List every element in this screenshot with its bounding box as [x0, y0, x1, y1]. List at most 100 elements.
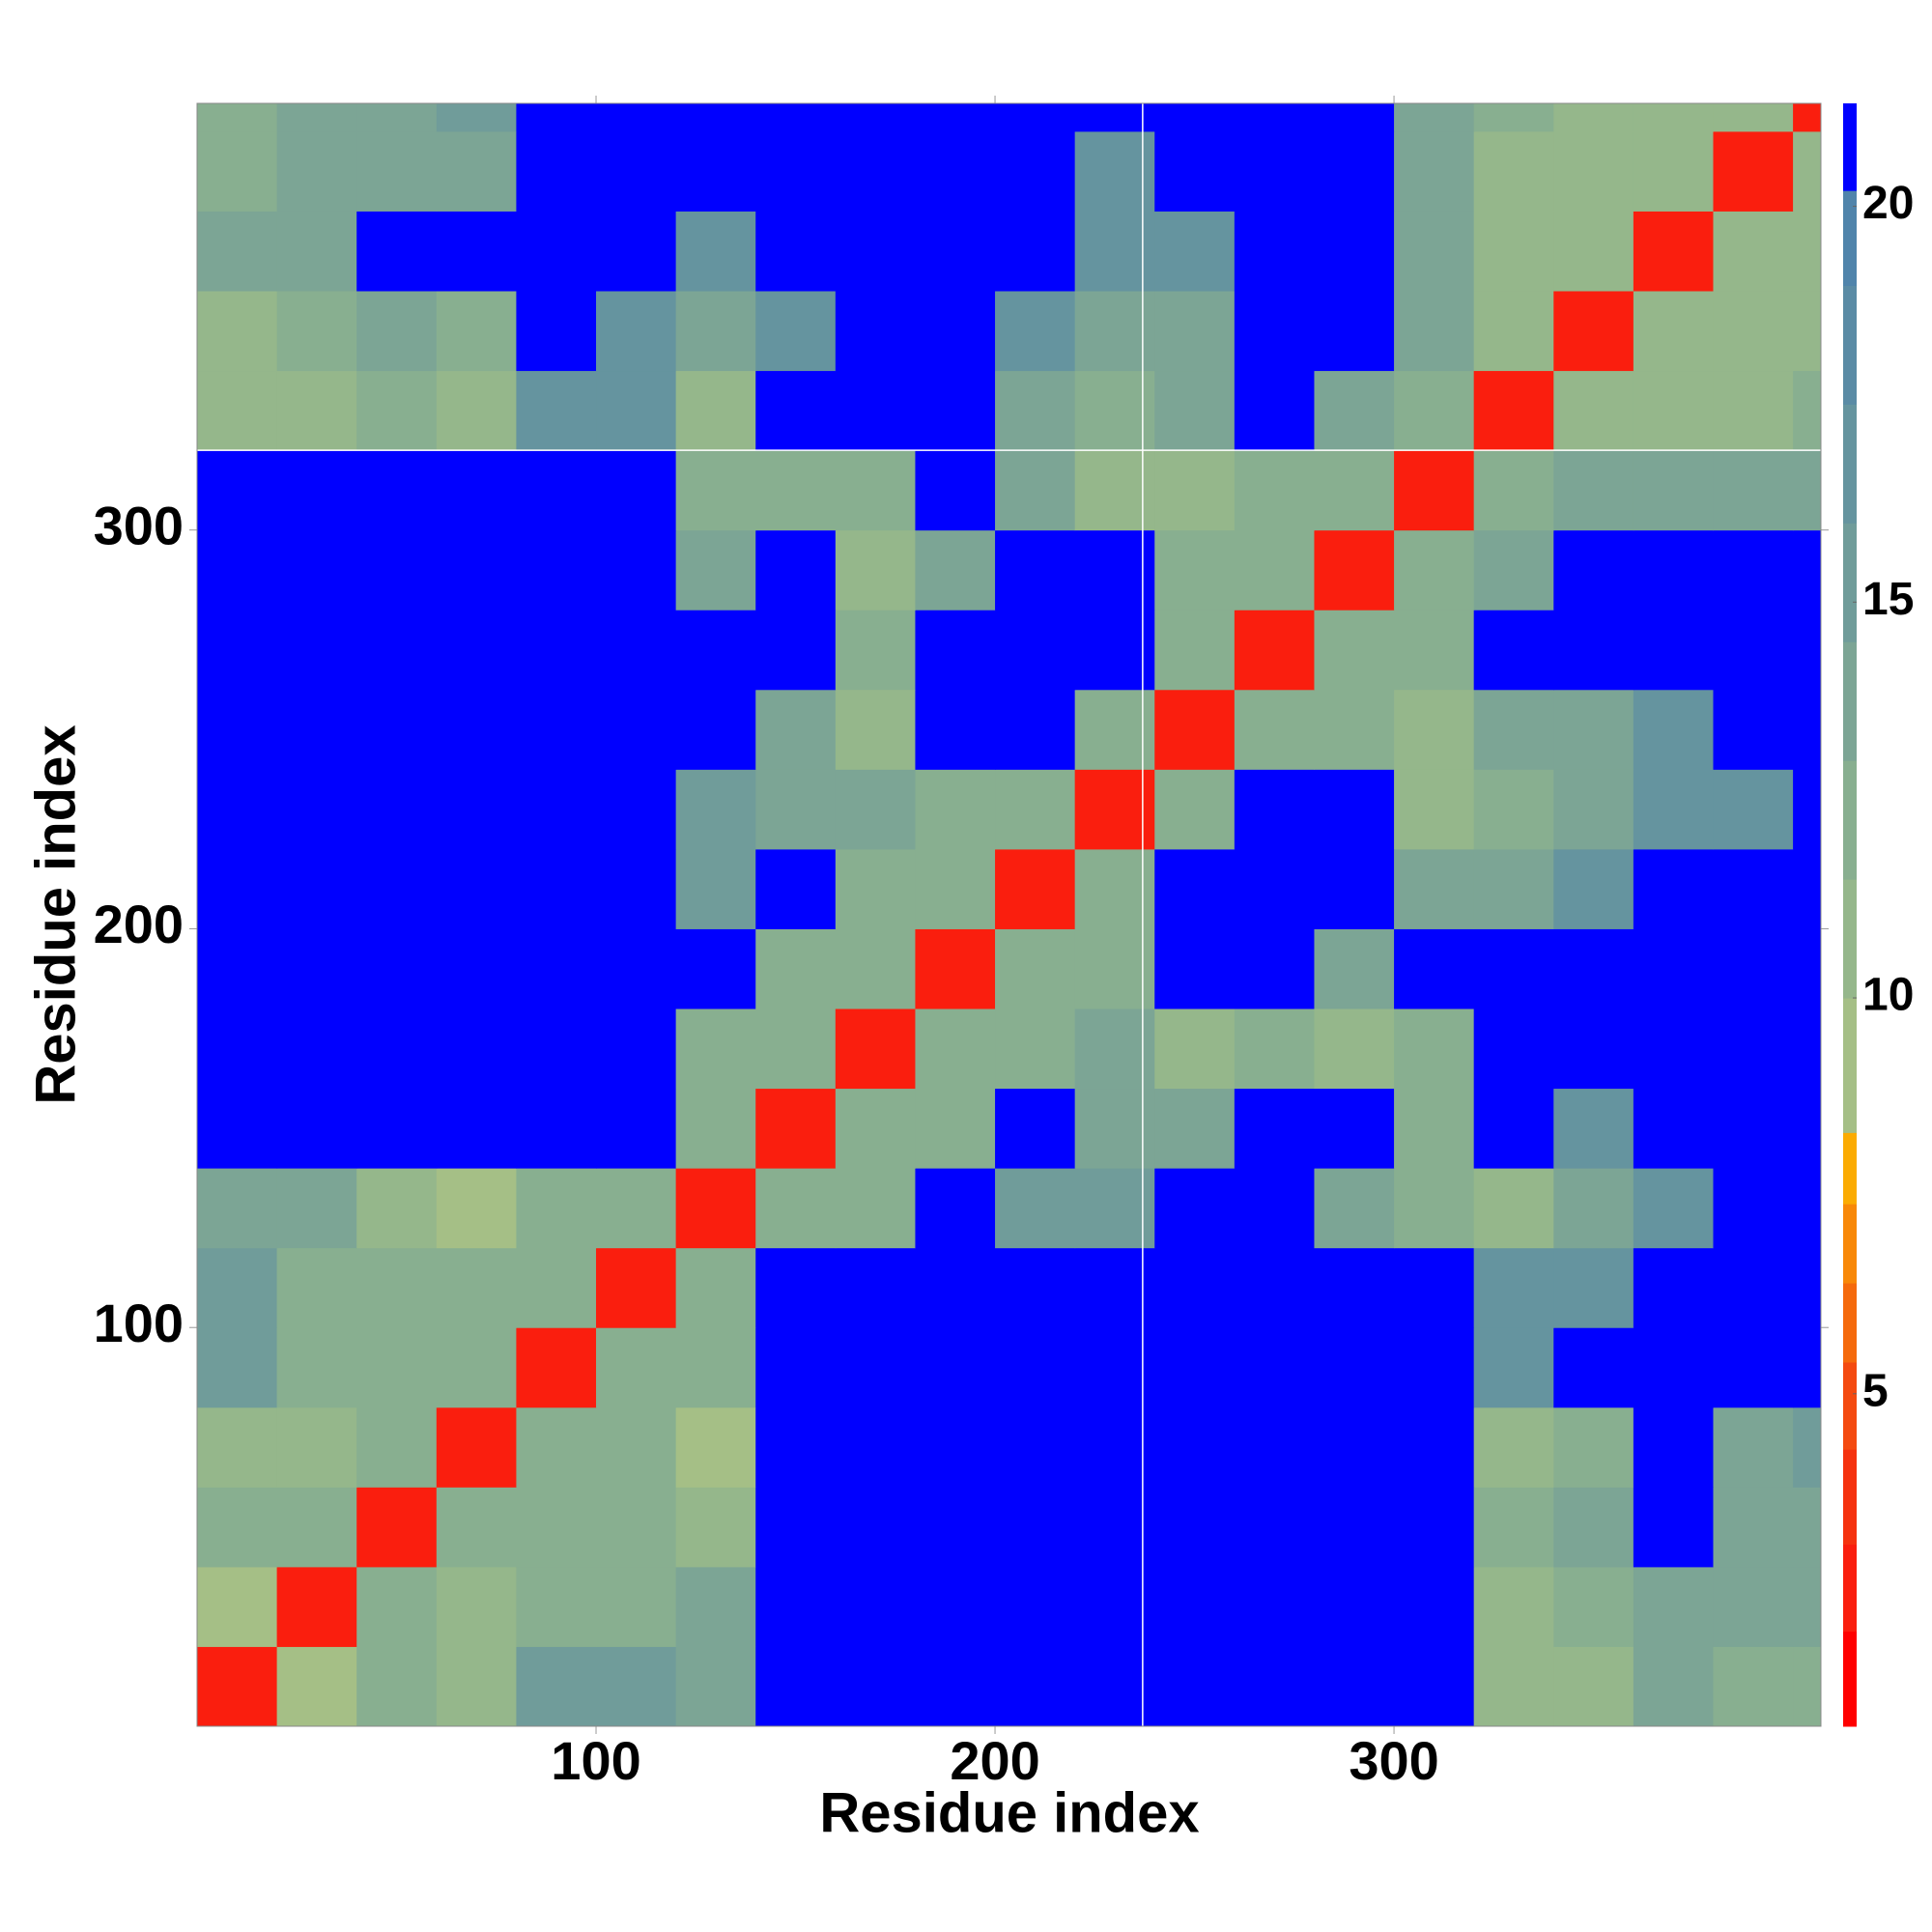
- x-tick-label: 300: [1349, 1730, 1438, 1791]
- heatmap-cell: [356, 769, 438, 850]
- heatmap-cell: [516, 1088, 597, 1169]
- y-axis-label: Residue index: [24, 724, 87, 1104]
- heatmap-cell: [675, 1327, 756, 1408]
- colorbar-band: [1843, 641, 1857, 761]
- heatmap-cell: [1713, 529, 1794, 611]
- heatmap-cell: [1553, 1566, 1634, 1647]
- heatmap-cell: [596, 1566, 677, 1647]
- heatmap-cell: [1234, 1327, 1315, 1408]
- heatmap-cell: [276, 1168, 357, 1249]
- heatmap-cell: [675, 450, 756, 531]
- heatmap-cell: [1713, 610, 1794, 691]
- colorbar-tick-label: 10: [1862, 970, 1914, 1021]
- heatmap-cell: [1314, 610, 1395, 691]
- heatmap-cell: [596, 103, 677, 132]
- heatmap-cell: [1713, 211, 1794, 292]
- heatmap-cell: [915, 370, 996, 451]
- heatmap-cell: [1394, 1646, 1475, 1727]
- heatmap-cell: [1553, 450, 1634, 531]
- heatmap-cell: [1473, 689, 1554, 770]
- heatmap-cell: [197, 1646, 278, 1727]
- heatmap-cell: [755, 291, 837, 372]
- heatmap-cell: [1633, 1247, 1714, 1328]
- heatmap-cell: [596, 928, 677, 1009]
- heatmap-cell: [1473, 610, 1554, 691]
- heatmap-cell: [1633, 370, 1714, 451]
- heatmap-cell: [197, 1247, 278, 1328]
- heatmap-cell: [1633, 1327, 1714, 1408]
- heatmap-cell: [356, 689, 438, 770]
- heatmap-cell: [276, 103, 357, 132]
- heatmap-cell: [915, 1566, 996, 1647]
- heatmap-cell: [675, 1487, 756, 1568]
- heatmap-cell: [755, 103, 837, 132]
- heatmap-cell: [1553, 1646, 1634, 1727]
- heatmap-cell: [276, 211, 357, 292]
- heatmap-cell: [276, 529, 357, 611]
- heatmap-cell: [1074, 529, 1155, 611]
- heatmap-cell: [1074, 1088, 1155, 1169]
- heatmap-cell: [1154, 1487, 1236, 1568]
- heatmap-cell: [675, 848, 756, 929]
- heatmap-cell: [1394, 1088, 1475, 1169]
- heatmap-cell: [1314, 848, 1395, 929]
- heatmap-cell: [276, 1406, 357, 1488]
- heatmap-cell: [995, 103, 1076, 132]
- heatmap-cell: [1713, 928, 1794, 1009]
- heatmap-cell: [1314, 1646, 1395, 1727]
- heatmap-cell: [1394, 1406, 1475, 1488]
- heatmap-cell: [1154, 689, 1236, 770]
- heatmap-cell: [1633, 1088, 1714, 1169]
- heatmap-cell: [995, 1009, 1076, 1090]
- heatmap-cell: [1314, 370, 1395, 451]
- heatmap-cell: [1473, 291, 1554, 372]
- heatmap-cell: [675, 1088, 756, 1169]
- heatmap-cell: [1553, 689, 1634, 770]
- heatmap-cell: [1713, 130, 1794, 212]
- heatmap-cell: [1234, 689, 1315, 770]
- heatmap-cell: [1314, 211, 1395, 292]
- heatmap-cell: [436, 1247, 517, 1328]
- heatmap-cell: [1633, 130, 1714, 212]
- colorbar-tick-label: 5: [1862, 1365, 1889, 1416]
- heatmap-cell: [436, 1566, 517, 1647]
- heatmap-cell: [276, 291, 357, 372]
- heatmap-cell: [1793, 1406, 1822, 1488]
- heatmap-cell: [1473, 450, 1554, 531]
- heatmap-cell: [1553, 1088, 1634, 1169]
- heatmap-cell: [995, 1168, 1076, 1249]
- heatmap-cell: [1473, 928, 1554, 1009]
- heatmap-cell: [436, 1646, 517, 1727]
- colorbar-band: [1843, 285, 1857, 405]
- heatmap-cell: [995, 1646, 1076, 1727]
- heatmap-cell: [675, 928, 756, 1009]
- heatmap-cell: [1394, 1009, 1475, 1090]
- heatmap-cell: [1234, 291, 1315, 372]
- heatmap-cell: [755, 1406, 837, 1488]
- heatmap-cell: [1154, 291, 1236, 372]
- heatmap-cell: [1553, 529, 1634, 611]
- heatmap-cell: [1234, 1487, 1315, 1568]
- heatmap-cell: [995, 1247, 1076, 1328]
- heatmap-cell: [1154, 1327, 1236, 1408]
- heatmap-cell: [516, 848, 597, 929]
- heatmap-cell: [1154, 610, 1236, 691]
- heatmap-cell: [1473, 103, 1554, 132]
- heatmap-cell: [835, 529, 916, 611]
- heatmap-cell: [1074, 848, 1155, 929]
- heatmap-cell: [1154, 769, 1236, 850]
- heatmap-cell: [1553, 610, 1634, 691]
- heatmap-cell: [835, 1247, 916, 1328]
- heatmap-cell: [356, 1327, 438, 1408]
- heatmap-cell: [516, 1487, 597, 1568]
- heatmap-cell: [995, 291, 1076, 372]
- heatmap-cell: [356, 1168, 438, 1249]
- heatmap-cell: [197, 1406, 278, 1488]
- heatmap-cell: [915, 1406, 996, 1488]
- heatmap-cell: [1793, 291, 1822, 372]
- heatmap-cell: [596, 769, 677, 850]
- heatmap-cell: [516, 130, 597, 212]
- heatmap-cell: [1633, 103, 1714, 132]
- heatmap-cell: [276, 1088, 357, 1169]
- heatmap-cell: [755, 1088, 837, 1169]
